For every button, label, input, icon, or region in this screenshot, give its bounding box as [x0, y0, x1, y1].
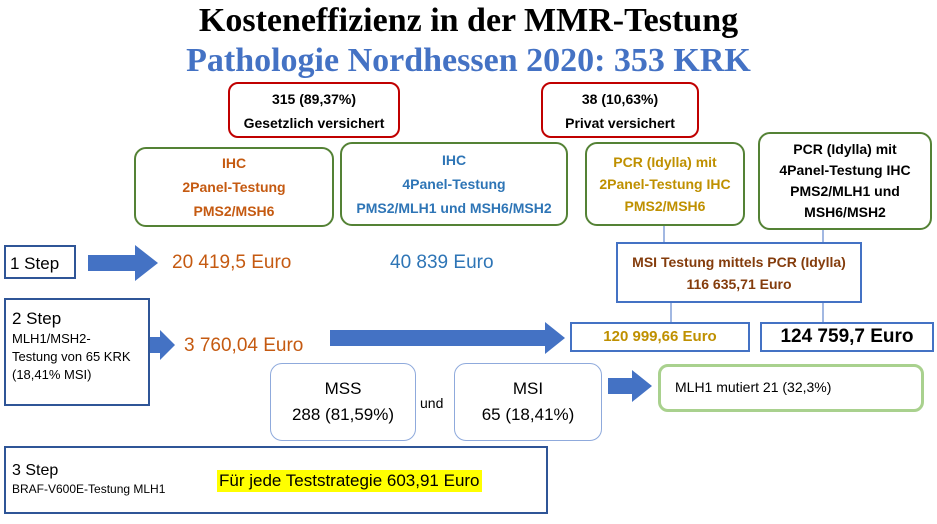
msi-pcr-box: MSI Testung mittels PCR (Idylla) 116 635,… [616, 242, 862, 303]
line: 2Panel-Testung [182, 179, 286, 195]
step1-arrow [88, 245, 158, 281]
msi-arrow [608, 370, 652, 402]
line: IHC [441, 152, 467, 168]
line: PCR (Idylla) mit [613, 154, 717, 170]
label: MSI Testung mittels PCR (Idylla) [632, 254, 846, 270]
line: 4Panel-Testung IHC [779, 162, 911, 178]
step3-label: 3 Step [12, 462, 59, 479]
step2-box: 2 Step MLH1/MSH2- Testung von 65 KRK (18,4… [4, 298, 150, 406]
desc: MLH1/MSH2- [12, 331, 91, 346]
label: Privat versichert [565, 115, 675, 131]
line: IHC [221, 155, 247, 171]
strategy-ihc-4panel: IHC 4Panel-Testung PMS2/MLH1 und MSH6/MSH2 [340, 142, 568, 226]
line: 4Panel-Testung [402, 176, 506, 192]
subtitle: Pathologie Nordhessen 2020: 353 KRK [186, 42, 751, 79]
step1-cost-2panel: 20 419,5 Euro [172, 252, 292, 273]
desc: Testung von 65 KRK [12, 349, 131, 364]
cost: 116 635,71 Euro [686, 276, 792, 292]
line: 2Panel-Testung IHC [599, 176, 731, 192]
mlh1-box: MLH1 mutiert 21 (32,3%) [658, 364, 924, 412]
label: MSI [512, 379, 544, 398]
step1-label: 1 Step [4, 245, 76, 279]
line: PMS2/MLH1 und MSH6/MSH2 [356, 200, 552, 216]
line: PCR (Idylla) mit [793, 141, 897, 157]
step2-cost: 3 760,04 Euro [184, 335, 304, 356]
line: MSH6/MSH2 [804, 204, 886, 220]
total-2panel-pcr: 120 999,66 Euro [570, 322, 750, 352]
step3-cost: Für jede Teststrategie 603,91 Euro [217, 470, 482, 492]
label: MSS [324, 379, 362, 398]
step3-box: 3 Step BRAF-V600E-Testung MLH1 [4, 446, 548, 514]
count: 315 (89,37%) [271, 91, 357, 107]
line: PMS2/MLH1 und [790, 183, 900, 199]
total-4panel-pcr: 124 759,7 Euro [760, 322, 934, 352]
und-label: und [420, 395, 444, 411]
title: Kosteneffizienz in der MMR-Testung [198, 2, 739, 39]
strategy-ihc-2panel: IHC 2Panel-Testung PMS2/MSH6 [134, 147, 334, 227]
value: 65 (18,41%) [481, 405, 575, 424]
mss-box: MSS 288 (81,59%) [270, 363, 416, 441]
step3-desc: BRAF-V600E-Testung MLH1 [12, 482, 166, 496]
step2-label: 2 Step [12, 309, 62, 328]
gesetzlich-box: 315 (89,37%) Gesetzlich versichert [228, 82, 400, 138]
step2-arrow-long [330, 322, 565, 354]
line: PMS2/MSH6 [624, 198, 706, 214]
line: PMS2/MSH6 [193, 203, 275, 219]
value: 288 (81,59%) [291, 405, 395, 424]
count: 38 (10,63%) [581, 91, 659, 107]
privat-box: 38 (10,63%) Privat versichert [541, 82, 699, 138]
strategy-pcr-4panel: PCR (Idylla) mit 4Panel-Testung IHC PMS2/M… [758, 132, 932, 230]
step2-arrow-small [150, 330, 175, 360]
desc: (18,41% MSI) [12, 367, 92, 382]
step1-cost-4panel: 40 839 Euro [390, 252, 494, 273]
msi-box: MSI 65 (18,41%) [454, 363, 602, 441]
strategy-pcr-2panel: PCR (Idylla) mit 2Panel-Testung IHC PMS2/M… [585, 142, 745, 226]
label: Gesetzlich versichert [243, 115, 385, 131]
